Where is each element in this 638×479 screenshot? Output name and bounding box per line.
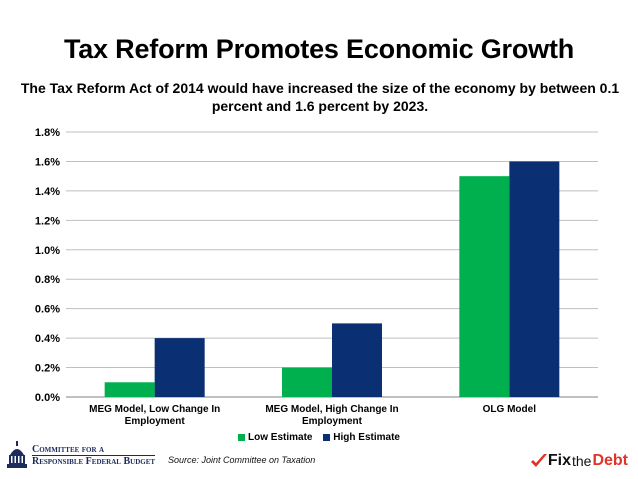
fix-the-debt-check-icon (530, 454, 547, 467)
legend-item-low: Low Estimate (238, 432, 313, 443)
y-tick-label: 1.6% (35, 156, 60, 168)
source-note: Source: Joint Committee on Taxation (168, 455, 316, 465)
crfb-wordmark: Committee for a Responsible Federal Budg… (32, 443, 156, 467)
chart-subtitle: The Tax Reform Act of 2014 would have in… (20, 80, 620, 114)
y-tick-label: 0.8% (35, 274, 60, 286)
y-tick-label: 1.8% (35, 127, 60, 139)
x-category-label: MEG Model, Low Change In Employment (89, 404, 220, 427)
brand-debt: Debt (592, 452, 628, 469)
y-tick-label: 0.0% (35, 392, 60, 404)
chart-title: Tax Reform Promotes Economic Growth (63, 34, 575, 64)
bar-low-estimate (459, 176, 510, 397)
y-tick-label: 1.4% (35, 186, 60, 198)
bar-high-estimate (509, 161, 560, 397)
legend-item-high: High Estimate (323, 432, 400, 443)
legend-label-low: Low Estimate (248, 432, 313, 443)
legend-label-high: High Estimate (333, 432, 400, 443)
legend-swatch-high (323, 434, 331, 441)
brand-the: the (571, 453, 592, 469)
y-tick-label: 0.2% (35, 363, 60, 375)
bar-low-estimate (282, 367, 332, 397)
legend: Low Estimate High Estimate (0, 432, 638, 444)
brand-fix: Fix (547, 452, 571, 469)
fix-the-debt-logo: Fix the Debt (530, 452, 628, 470)
bar-low-estimate (104, 382, 155, 397)
x-category-label: OLG Model (483, 404, 537, 415)
y-tick-label: 0.4% (35, 333, 60, 345)
bar-high-estimate (332, 323, 382, 397)
y-tick-label: 0.6% (35, 304, 60, 316)
crfb-logo: Committee for a Responsible Federal Budg… (6, 440, 156, 470)
y-tick-label: 1.2% (35, 215, 60, 227)
x-category-label: MEG Model, High Change In Employment (265, 404, 398, 427)
y-tick-label: 1.0% (35, 245, 60, 257)
capitol-seal-icon (7, 441, 27, 468)
legend-swatch-low (238, 434, 246, 441)
crfb-line1: Committee for a (32, 443, 105, 455)
crfb-line2: Responsible Federal Budget (32, 454, 156, 467)
bar-high-estimate (154, 338, 205, 397)
